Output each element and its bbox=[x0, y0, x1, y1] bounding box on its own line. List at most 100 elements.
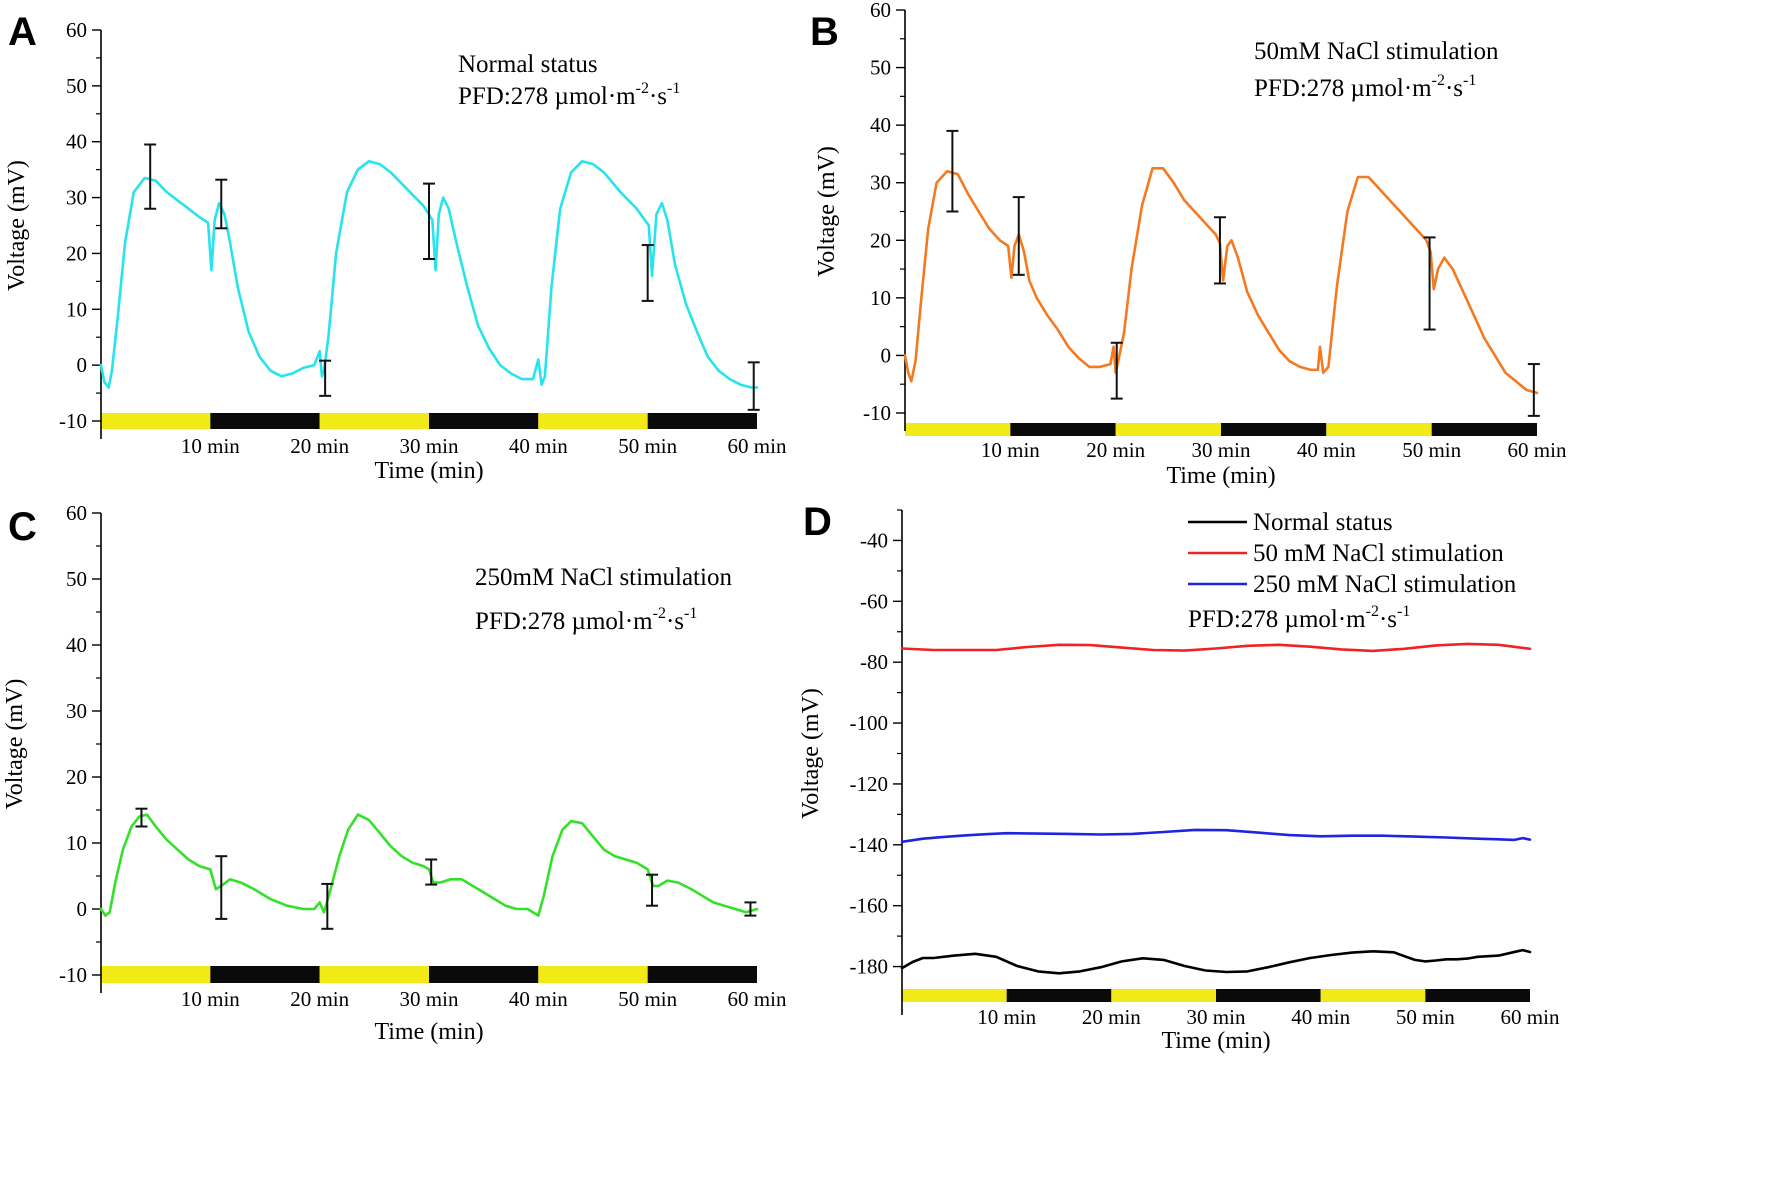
y-tick-label: -10 bbox=[59, 409, 87, 433]
y-tick-label: 0 bbox=[881, 343, 892, 367]
pfd-annotation-part: -2 bbox=[653, 605, 666, 622]
y-tick-label: -10 bbox=[59, 963, 87, 987]
y-tick-label: 20 bbox=[870, 228, 891, 252]
y-tick-label: 60 bbox=[66, 18, 87, 42]
panel-b: B -10 0 10 20 30 40 50 60 10 min 20 min 30 min 40 mi… bbox=[810, 0, 1567, 489]
pfd-annotation-part: -2 bbox=[1366, 603, 1379, 620]
dark-period-bar bbox=[1010, 423, 1116, 436]
light-period-bar bbox=[101, 413, 211, 429]
x-axis-label: Time (min) bbox=[374, 1019, 483, 1045]
x-tick-label: 60 min bbox=[1508, 438, 1567, 462]
y-tick-label: 20 bbox=[66, 765, 87, 789]
x-tick-label: 40 min bbox=[509, 987, 568, 1011]
pfd-annotation-part: ·s bbox=[666, 608, 684, 635]
y-axis-label: Voltage (mV) bbox=[2, 679, 28, 810]
legend-label: 50 mM NaCl stimulation bbox=[1253, 540, 1504, 567]
y-tick-label: -60 bbox=[860, 589, 888, 613]
dark-period-bar bbox=[1425, 989, 1530, 1002]
series-line bbox=[99, 813, 759, 917]
y-tick-label: 40 bbox=[66, 130, 87, 154]
series-line bbox=[900, 948, 1532, 975]
y-tick-label: 50 bbox=[66, 74, 87, 98]
panel-c: C -10 0 10 20 30 40 50 60 10 min 20 min 30 min 40 mi… bbox=[2, 501, 787, 1045]
dark-period-bar bbox=[647, 413, 757, 429]
x-axis-label: Time (min) bbox=[1166, 463, 1275, 489]
y-tick-label: -40 bbox=[860, 528, 888, 552]
panel-letter: D bbox=[803, 500, 832, 544]
y-tick-label: 60 bbox=[870, 0, 891, 22]
x-tick-label: 10 min bbox=[981, 438, 1040, 462]
x-tick-label: 40 min bbox=[509, 434, 568, 458]
y-tick-label: -10 bbox=[863, 401, 891, 425]
light-period-bar bbox=[319, 966, 429, 983]
series-line bbox=[903, 167, 1539, 395]
legend-label: Normal status bbox=[1253, 509, 1393, 536]
x-tick-label: 30 min bbox=[1192, 438, 1251, 462]
y-tick-label: -100 bbox=[850, 711, 889, 735]
pfd-annotation-part: ·s bbox=[649, 83, 667, 110]
y-tick-label: 50 bbox=[870, 56, 891, 80]
dark-period-bar bbox=[1216, 989, 1321, 1002]
dark-period-bar bbox=[210, 413, 320, 429]
x-axis-label: Time (min) bbox=[374, 458, 483, 484]
light-period-bar bbox=[319, 413, 429, 429]
series-line bbox=[900, 828, 1532, 844]
y-axis-label: Voltage (mV) bbox=[814, 146, 840, 277]
x-tick-label: 20 min bbox=[1082, 1005, 1141, 1029]
dark-period-bar bbox=[1006, 989, 1112, 1002]
y-tick-label: 60 bbox=[66, 501, 87, 525]
pfd-annotation-part: -1 bbox=[667, 80, 680, 97]
panel-d: D -180 -160 -140 -120 -100 -80 -60 -40 10 min 20 m… bbox=[798, 500, 1560, 1054]
y-tick-label: 50 bbox=[66, 567, 87, 591]
series-line bbox=[900, 642, 1532, 653]
legend-label: 250 mM NaCl stimulation bbox=[1253, 571, 1517, 598]
y-tick-label: 0 bbox=[77, 353, 88, 377]
pfd-annotation-part: PFD:278 µmol·m bbox=[1188, 606, 1366, 633]
pfd-annotation: PFD:278 µmol·m-2·s-1 bbox=[458, 80, 680, 110]
y-tick-label: 10 bbox=[870, 286, 891, 310]
x-tick-label: 30 min bbox=[1187, 1005, 1246, 1029]
pfd-annotation-part: PFD:278 µmol·m bbox=[1254, 75, 1432, 102]
y-tick-label: -180 bbox=[850, 955, 889, 979]
light-period-bar bbox=[101, 966, 211, 983]
x-tick-label: 10 min bbox=[977, 1005, 1036, 1029]
x-tick-label: 10 min bbox=[181, 987, 240, 1011]
y-tick-label: 10 bbox=[66, 831, 87, 855]
condition-annotation: 250mM NaCl stimulation bbox=[475, 564, 732, 591]
panel-letter: B bbox=[810, 10, 839, 54]
dark-period-bar bbox=[1221, 423, 1327, 436]
y-axis-label: Voltage (mV) bbox=[4, 160, 30, 291]
light-period-bar bbox=[538, 966, 648, 983]
light-period-bar bbox=[1115, 423, 1221, 436]
y-tick-label: -160 bbox=[850, 894, 889, 918]
x-tick-label: 60 min bbox=[728, 987, 787, 1011]
x-axis-label: Time (min) bbox=[1161, 1028, 1270, 1054]
panel-letter: A bbox=[8, 10, 37, 54]
condition-annotation: 50mM NaCl stimulation bbox=[1254, 38, 1499, 65]
x-tick-label: 20 min bbox=[290, 434, 349, 458]
x-tick-label: 50 min bbox=[618, 987, 677, 1011]
pfd-annotation-part: ·s bbox=[1379, 606, 1397, 633]
y-tick-label: 40 bbox=[870, 113, 891, 137]
panel-a: A -10 0 10 20 30 40 50 60 10 min 20 min 30 min 40 mi… bbox=[4, 10, 787, 484]
y-tick-label: 40 bbox=[66, 633, 87, 657]
pfd-annotation-part: -1 bbox=[1397, 603, 1410, 620]
x-tick-label: 20 min bbox=[290, 987, 349, 1011]
light-period-bar bbox=[1111, 989, 1216, 1002]
condition-annotation: Normal status bbox=[458, 51, 598, 78]
light-period-bar bbox=[538, 413, 648, 429]
light-period-bar bbox=[902, 989, 1007, 1002]
x-tick-label: 40 min bbox=[1291, 1005, 1350, 1029]
y-tick-label: 30 bbox=[66, 699, 87, 723]
pfd-annotation-part: -1 bbox=[1463, 72, 1476, 89]
panel-letter: C bbox=[8, 505, 37, 549]
x-tick-label: 30 min bbox=[400, 987, 459, 1011]
x-tick-label: 40 min bbox=[1297, 438, 1356, 462]
x-tick-label: 50 min bbox=[1402, 438, 1461, 462]
y-axis-label: Voltage (mV) bbox=[798, 688, 824, 819]
light-period-bar bbox=[905, 423, 1011, 436]
dark-period-bar bbox=[210, 966, 320, 983]
y-tick-label: 20 bbox=[66, 241, 87, 265]
y-tick-label: 30 bbox=[870, 171, 891, 195]
